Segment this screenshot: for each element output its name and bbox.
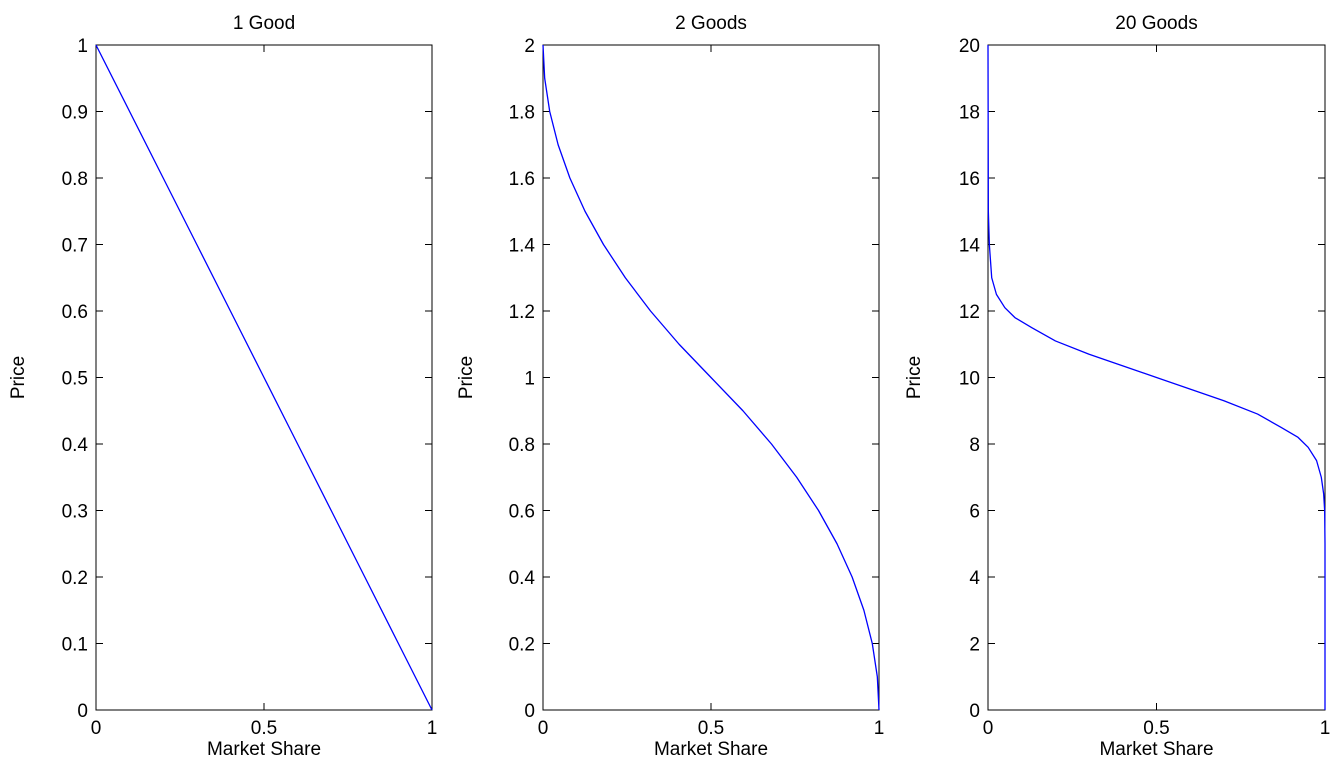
y-tick-label: 1.6 [509,169,535,190]
x-tick-label: 1 [1320,718,1331,739]
y-tick-label: 1 [524,369,535,390]
x-tick-label: 0.5 [1143,718,1169,739]
y-tick-label: 0.9 [62,103,88,124]
y-tick-label: 0.2 [509,635,535,656]
y-tick-label: 8 [969,435,980,456]
y-tick-label: 0 [77,701,88,722]
y-tick-label: 0.7 [62,236,88,257]
y-tick-label: 12 [959,302,980,323]
y-tick-label: 16 [959,169,980,190]
y-tick-label: 6 [969,502,980,523]
y-axis-label: Price [904,356,925,399]
x-axis-label: Market Share [207,739,321,760]
y-tick-label: 0.6 [509,502,535,523]
y-tick-label: 4 [969,568,980,589]
y-tick-label: 14 [959,236,981,257]
y-tick-label: 0 [524,701,535,722]
y-tick-label: 0.8 [62,169,88,190]
x-tick-label: 0.5 [251,718,277,739]
y-tick-label: 20 [959,36,980,57]
chart-panel-1: 1 Good 0 0.5 1 0 0.1 0.2 0.3 0.4 0.5 0.6 0.7 0.8 0.9 1… [8,13,437,760]
y-tick-label: 0.3 [62,502,88,523]
x-tick-label: 0 [91,718,102,739]
y-tick-label: 1.2 [509,302,535,323]
y-tick-label: 10 [959,369,980,390]
y-tick-label: 0 [969,701,980,722]
x-tick-label: 0.5 [698,718,724,739]
x-tick-label: 0 [538,718,549,739]
y-tick-label: 0.8 [509,435,535,456]
y-tick-label: 0.2 [62,568,88,589]
series-line-1 [987,44,1326,710]
y-tick-label: 2 [969,635,980,656]
x-axis-label: Market Share [654,739,768,760]
x-tick-label: 1 [427,718,438,739]
x-tick-label: 1 [874,718,885,739]
y-axis-label: Price [8,356,29,399]
chart-title: 20 Goods [1115,13,1197,34]
x-tick-label: 0 [983,718,994,739]
y-tick-label: 2 [524,36,535,57]
y-tick-label: 0.6 [62,302,88,323]
series-line-1 [95,44,433,711]
y-tick-label: 1.4 [509,236,536,257]
y-tick-label: 0.1 [62,635,88,656]
chart-panel-2: 2 Goods 0 0.5 1 0 0.2 0.4 0.6 0.8 1 1.2 1.4 1.6 1.8 2 M… [456,13,884,760]
chart-title: 1 Good [233,13,295,34]
y-tick-label: 1.8 [509,103,535,124]
y-tick-label: 0.4 [509,568,536,589]
y-axis-label: Price [456,356,477,399]
y-tick-label: 1 [77,36,88,57]
series-line-1 [542,44,880,711]
y-tick-label: 0.5 [62,369,88,390]
y-tick-label: 18 [959,103,980,124]
y-tick-label: 0.4 [62,435,89,456]
x-axis-label: Market Share [1099,739,1213,760]
chart-title: 2 Goods [675,13,747,34]
